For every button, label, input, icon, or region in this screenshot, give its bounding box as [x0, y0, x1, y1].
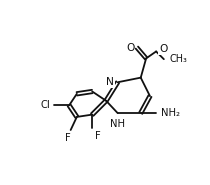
Text: Cl: Cl	[41, 100, 51, 110]
Text: O: O	[126, 43, 135, 53]
Text: NH₂: NH₂	[161, 108, 180, 118]
Text: N: N	[106, 77, 114, 87]
Text: CH₃: CH₃	[170, 54, 188, 64]
Text: NH: NH	[110, 119, 125, 129]
Text: F: F	[65, 133, 71, 143]
Text: O: O	[159, 44, 168, 54]
Text: F: F	[95, 131, 101, 141]
